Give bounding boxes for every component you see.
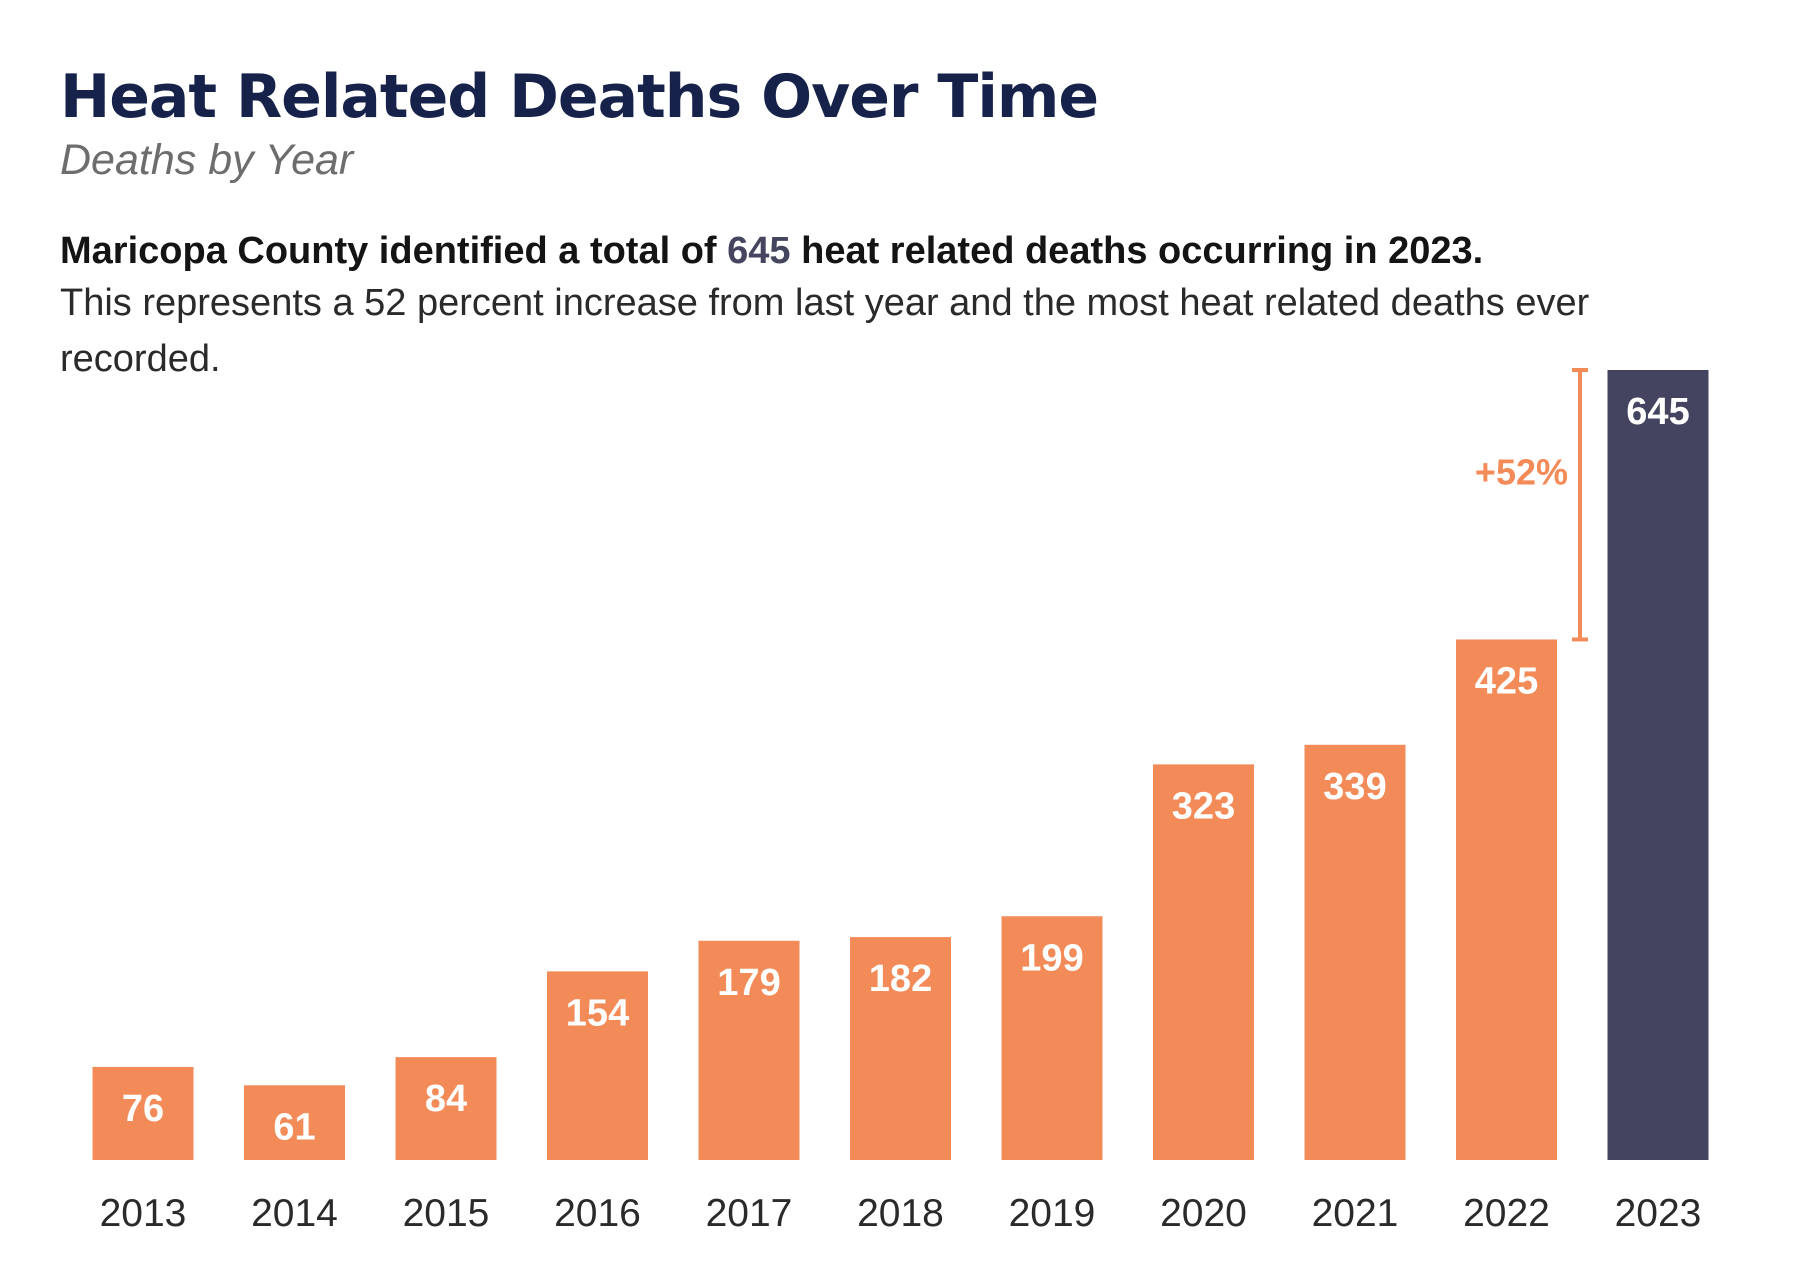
bar-2013 bbox=[92, 1066, 194, 1160]
bar-2022 bbox=[1456, 639, 1557, 1160]
summary-body: This represents a 52 percent increase fr… bbox=[60, 282, 1590, 380]
x-tick-label-2019: 2019 bbox=[1009, 1192, 1096, 1235]
bar-2015 bbox=[395, 1057, 497, 1160]
x-tick-label-2023: 2023 bbox=[1615, 1192, 1702, 1235]
bar-label-2017: 179 bbox=[717, 962, 780, 1004]
x-tick-label-2015: 2015 bbox=[403, 1192, 490, 1235]
x-tick-label-2021: 2021 bbox=[1312, 1192, 1399, 1235]
summary-lead: Maricopa County identified a total of 64… bbox=[60, 227, 1760, 275]
x-tick-label-2020: 2020 bbox=[1160, 1192, 1247, 1235]
bar-label-2016: 154 bbox=[566, 992, 629, 1034]
chart-title: Heat Related Deaths Over Time bbox=[60, 62, 1099, 132]
bar-2020 bbox=[1153, 764, 1254, 1160]
summary-highlight-total: 645 bbox=[727, 230, 791, 272]
bar-label-2018: 182 bbox=[869, 958, 932, 1000]
bar-label-2023: 645 bbox=[1626, 391, 1689, 433]
summary-text: Maricopa County identified a total of 64… bbox=[60, 227, 1760, 387]
bar-label-2015: 84 bbox=[425, 1078, 467, 1120]
x-tick-label-2016: 2016 bbox=[554, 1192, 641, 1235]
x-tick-label-2017: 2017 bbox=[706, 1192, 793, 1235]
bar-2021 bbox=[1304, 744, 1406, 1160]
bar-2023 bbox=[1607, 370, 1709, 1160]
bar-2019 bbox=[1001, 916, 1103, 1160]
x-tick-label-2013: 2013 bbox=[100, 1192, 187, 1235]
x-tick-label-2018: 2018 bbox=[857, 1192, 944, 1235]
bar-2017 bbox=[698, 940, 800, 1160]
x-tick-label-2022: 2022 bbox=[1463, 1192, 1550, 1235]
bar-label-2014: 61 bbox=[273, 1106, 315, 1148]
bar-label-2020: 323 bbox=[1172, 785, 1235, 827]
annotation-percent-increase: +52% bbox=[1475, 452, 1568, 493]
summary-lead-prefix: Maricopa County identified a total of bbox=[60, 230, 728, 272]
bar-2018 bbox=[850, 937, 951, 1160]
bar-label-2022: 425 bbox=[1475, 660, 1538, 702]
bar-label-2013: 76 bbox=[122, 1088, 164, 1130]
chart-subtitle: Deaths by Year bbox=[60, 136, 354, 184]
bar-2016 bbox=[547, 971, 648, 1160]
x-tick-label-2014: 2014 bbox=[251, 1192, 338, 1235]
summary-lead-suffix: heat related deaths occurring in 2023. bbox=[790, 230, 1484, 272]
bar-label-2021: 339 bbox=[1323, 766, 1386, 808]
bar-2014 bbox=[244, 1085, 345, 1160]
bar-label-2019: 199 bbox=[1020, 937, 1083, 979]
